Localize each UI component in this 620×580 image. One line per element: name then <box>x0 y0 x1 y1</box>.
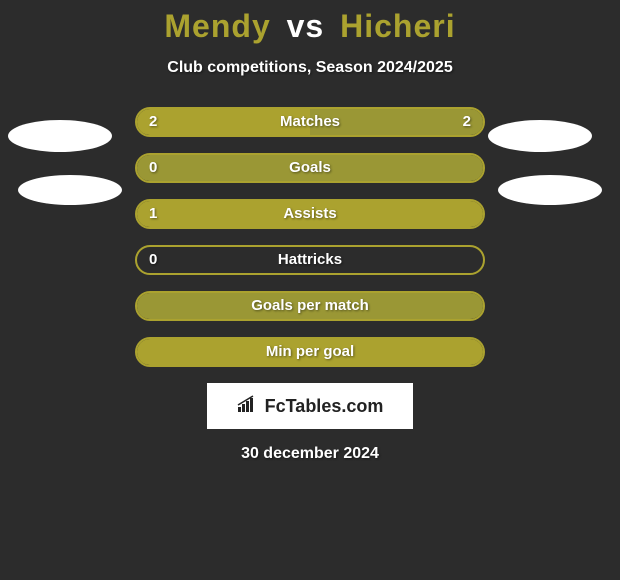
stat-left-value: 0 <box>149 247 157 273</box>
stat-label: Assists <box>137 201 483 227</box>
logo-text: FcTables.com <box>265 396 384 417</box>
player2-name: Hicheri <box>340 8 455 44</box>
stat-label: Goals per match <box>137 293 483 319</box>
card-subtitle: Club competitions, Season 2024/2025 <box>0 59 620 77</box>
card-date: 30 december 2024 <box>0 445 620 463</box>
comparison-card: Mendy vs Hicheri Club competitions, Seas… <box>0 0 620 463</box>
card-title: Mendy vs Hicheri <box>0 8 620 45</box>
stat-bars-container: Matches22Goals0Assists1Hattricks0Goals p… <box>135 107 485 367</box>
stat-bar: Goals per match <box>135 291 485 321</box>
stat-bar: Min per goal <box>135 337 485 367</box>
stat-left-value: 2 <box>149 109 157 135</box>
stat-label: Min per goal <box>137 339 483 365</box>
stat-label: Hattricks <box>137 247 483 273</box>
logo-box: FcTables.com <box>207 383 413 429</box>
player1-name: Mendy <box>164 8 270 44</box>
stat-right-value: 2 <box>463 109 471 135</box>
logo: FcTables.com <box>237 395 384 418</box>
avatar-ellipse <box>8 120 112 152</box>
avatar-ellipse <box>488 120 592 152</box>
stat-bar: Hattricks0 <box>135 245 485 275</box>
avatar-ellipse <box>18 175 122 205</box>
stat-label: Goals <box>137 155 483 181</box>
stat-bar: Matches2 2 <box>135 107 485 137</box>
stat-bar: Goals0 <box>135 153 485 183</box>
avatar-ellipse <box>498 175 602 205</box>
stat-label: Matches <box>137 109 483 135</box>
stat-left-value: 1 <box>149 201 157 227</box>
chart-icon <box>237 395 259 418</box>
stat-left-value: 0 <box>149 155 157 181</box>
stat-bar: Assists1 <box>135 199 485 229</box>
vs-separator: vs <box>287 8 325 44</box>
